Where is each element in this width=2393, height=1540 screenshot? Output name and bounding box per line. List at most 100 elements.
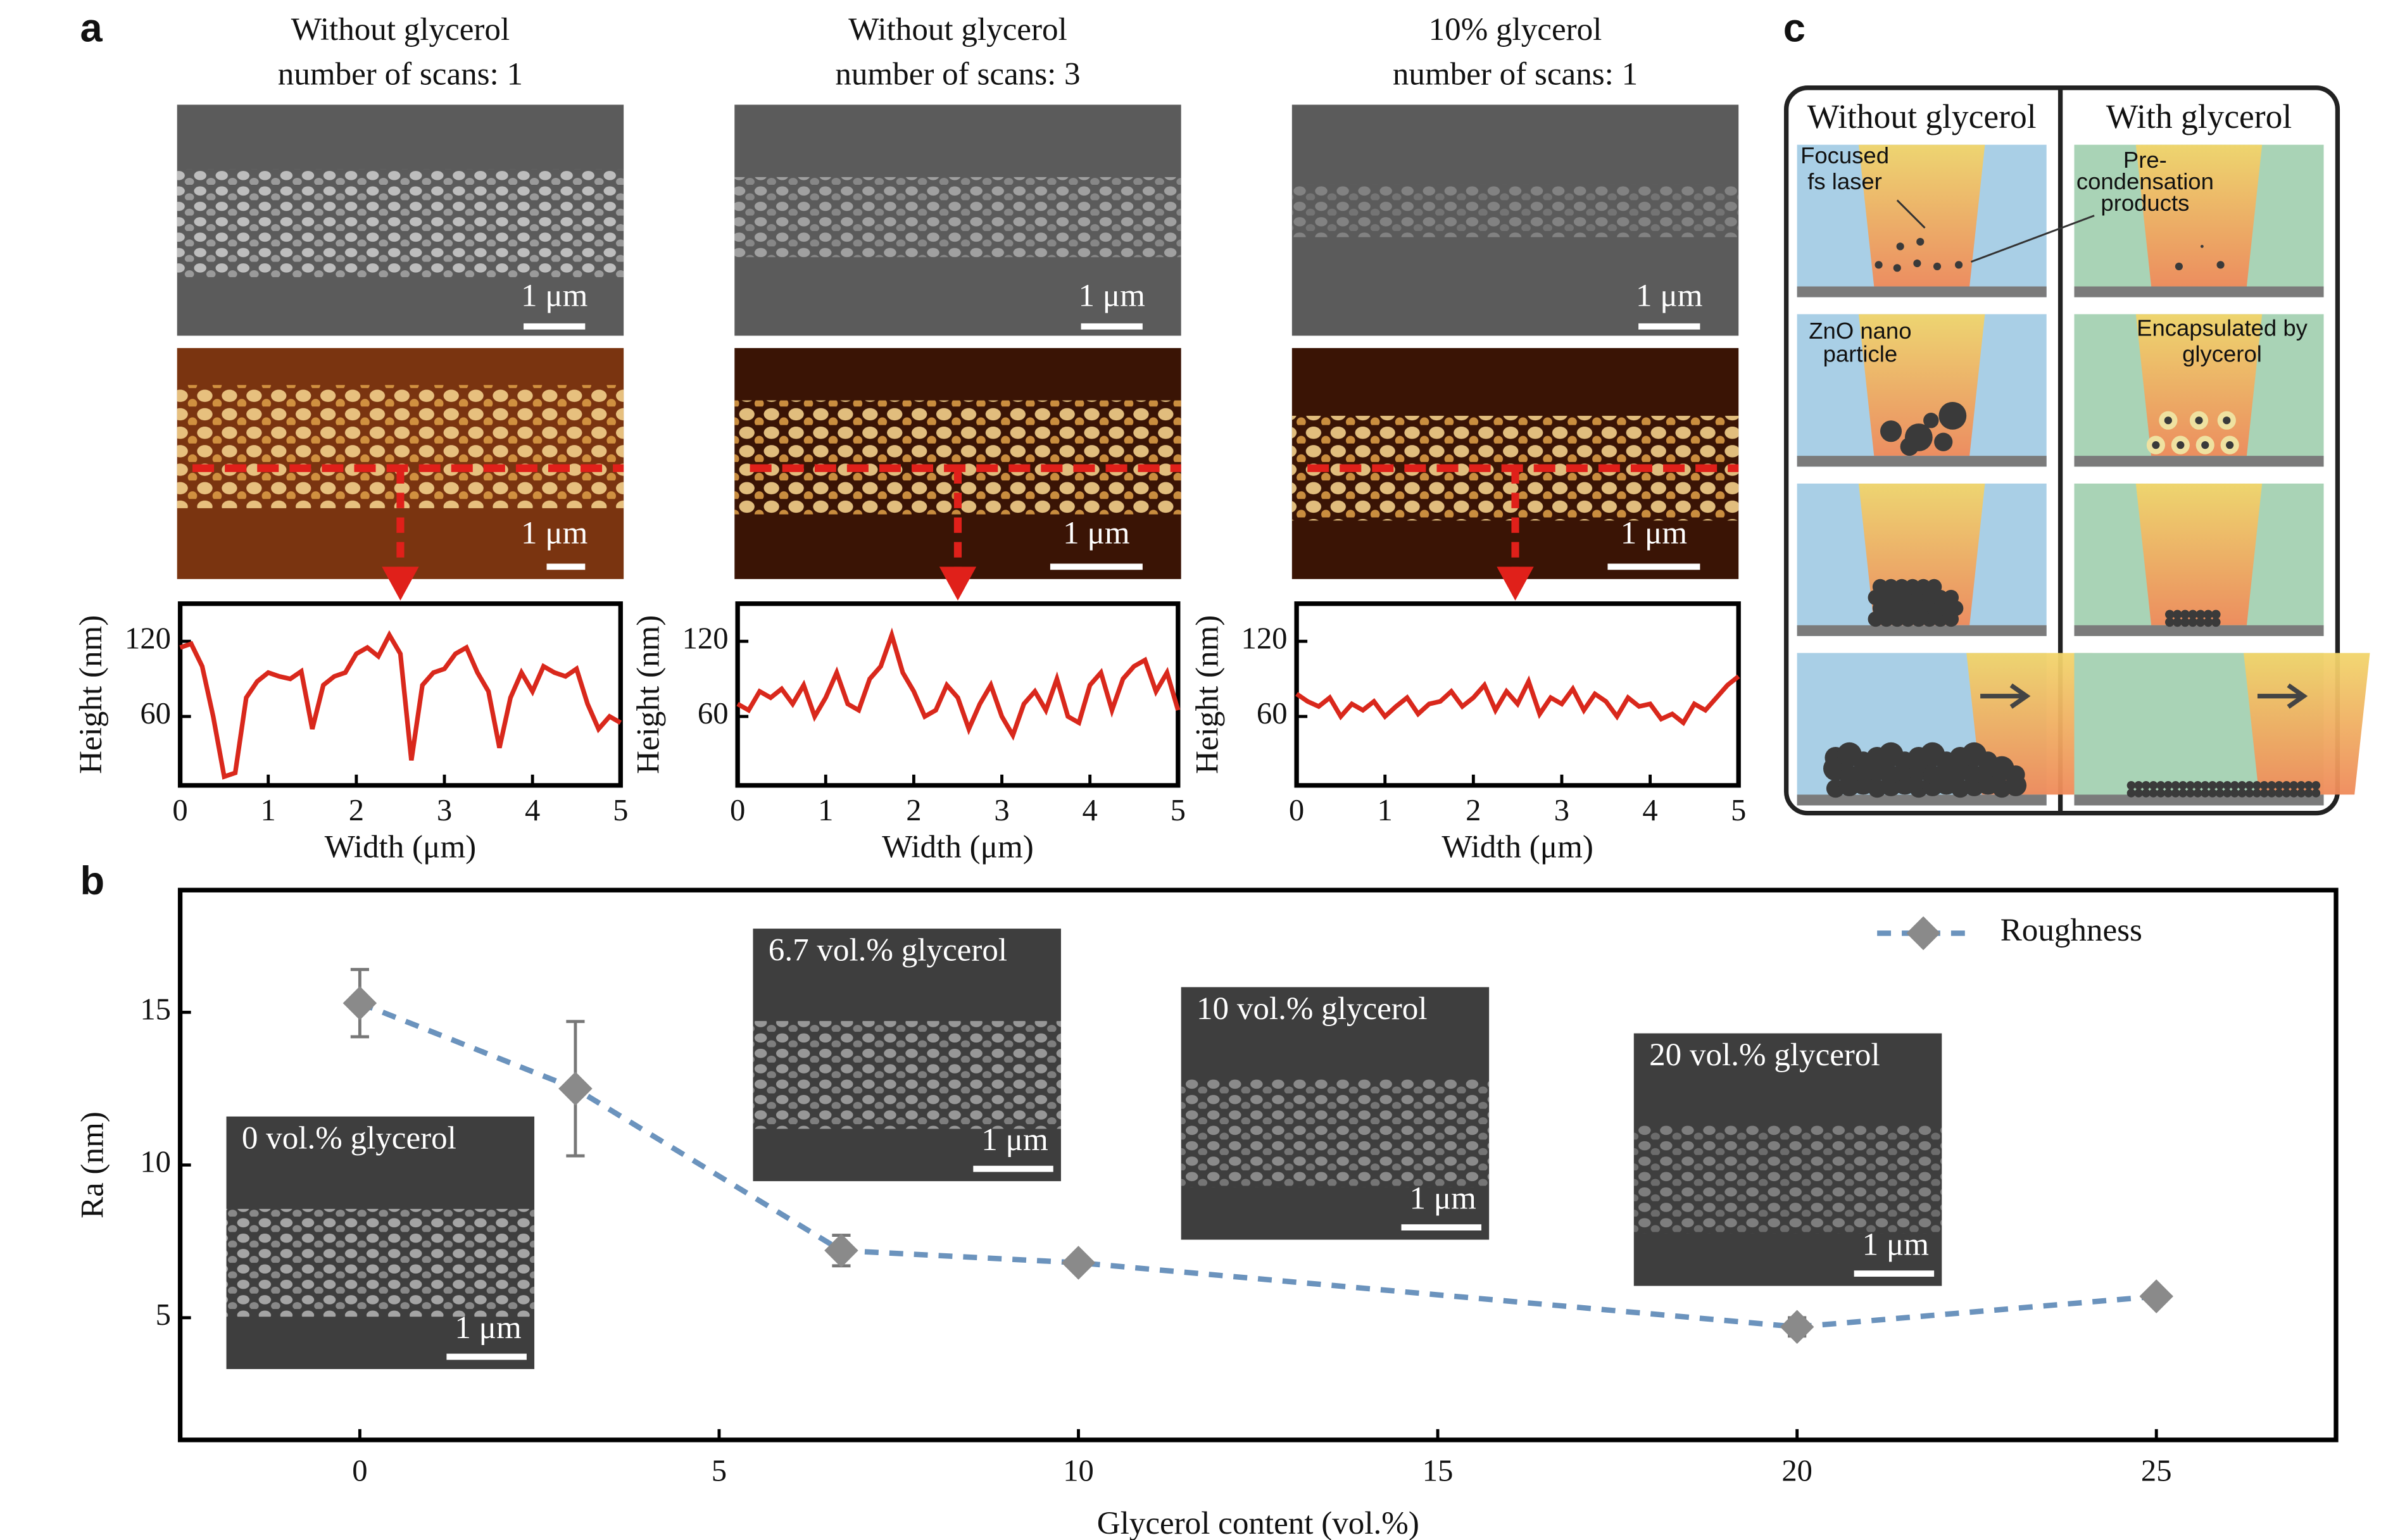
particle [2223, 416, 2231, 425]
laser-beam [1858, 144, 1985, 287]
particle [2289, 781, 2299, 790]
particle [1954, 261, 1963, 269]
label: 1 μm [521, 278, 587, 314]
particle [2216, 261, 2225, 269]
laser-beam [2135, 144, 2263, 287]
label: 1 μm [1063, 515, 1129, 551]
particle [2156, 781, 2165, 790]
particle [1938, 402, 1967, 430]
particle [1978, 751, 1997, 770]
particle [2226, 441, 2234, 449]
particle [2237, 789, 2247, 798]
label: 60 [698, 696, 729, 730]
label: 6.7 vol.% glycerol [769, 932, 1007, 968]
particle [2178, 781, 2188, 790]
particle [2208, 789, 2217, 798]
particle [2311, 789, 2321, 798]
panel-label: c [1783, 6, 1806, 50]
label: Height (nm) [631, 615, 667, 774]
label: 2 [349, 793, 364, 827]
particle [1896, 242, 1904, 251]
particle [1943, 589, 1959, 606]
particle [1883, 579, 1899, 595]
particle [1933, 262, 1942, 270]
label: Without glycerol [1807, 97, 2037, 135]
particle [2230, 789, 2239, 798]
label: Roughness [2000, 912, 2142, 948]
particle [2149, 789, 2158, 798]
label: Focused [1800, 142, 1889, 168]
label: number of scans: 3 [835, 56, 1080, 92]
profile [736, 627, 1181, 741]
label: 1 μm [1862, 1226, 1929, 1262]
label: fs laser [1807, 168, 1882, 194]
particle [2282, 789, 2291, 798]
laser-beam [2244, 653, 2370, 795]
particle [2193, 781, 2202, 790]
label: 3 [994, 793, 1009, 827]
label: Without glycerol [848, 11, 1067, 47]
particle [2173, 617, 2182, 627]
particle [1893, 264, 1901, 272]
label: 0 [1289, 793, 1304, 827]
particle [2282, 781, 2291, 790]
plot-frame [735, 601, 1181, 788]
particle [2180, 617, 2190, 627]
particle [2142, 781, 2151, 790]
particle [2275, 789, 2283, 798]
label: 25 [2141, 1454, 2172, 1488]
label: Glycerol content (vol.%) [1097, 1505, 1419, 1540]
marker [2139, 1279, 2173, 1313]
particle [1894, 579, 1910, 595]
label: 0 vol.% glycerol [242, 1120, 456, 1156]
label: 1 [1378, 793, 1393, 827]
particle [2152, 441, 2160, 449]
particle [2165, 610, 2175, 620]
profile [1295, 674, 1740, 727]
label: 5 [613, 793, 628, 827]
particle [2134, 781, 2143, 790]
label: 1 [261, 793, 276, 827]
label: 10 [140, 1145, 171, 1179]
label: Width (μm) [1441, 829, 1593, 865]
particle [1904, 579, 1921, 595]
label: Width (μm) [325, 829, 477, 865]
label: 5 [1731, 793, 1746, 827]
plot-frame [177, 601, 623, 788]
plot-frame [1294, 601, 1741, 788]
label: Ra (nm) [75, 1111, 111, 1218]
particle [2201, 441, 2209, 449]
particle [2252, 781, 2261, 790]
label: number of scans: 1 [1393, 56, 1638, 92]
label: 1 μm [455, 1310, 521, 1346]
substrate [2074, 456, 2324, 467]
particle [2215, 789, 2225, 798]
label: 5 [156, 1298, 171, 1332]
label: products [2101, 190, 2189, 216]
particle [2180, 610, 2190, 620]
label: 1 μm [1621, 515, 1687, 551]
label: 10% glycerol [1429, 11, 1602, 47]
marker [824, 1233, 858, 1268]
label: 3 [437, 793, 452, 827]
label: With glycerol [2106, 97, 2292, 135]
label: 0 [352, 1454, 367, 1488]
particle [2304, 781, 2313, 790]
label: 60 [140, 696, 171, 730]
label: 4 [1642, 793, 1657, 827]
label: 5 [712, 1454, 727, 1488]
label: Encapsulated by [2137, 315, 2308, 341]
particle [2304, 789, 2313, 798]
particle [2245, 789, 2254, 798]
inset-band [1633, 1125, 1942, 1234]
particle [2311, 781, 2321, 790]
particle [2006, 765, 2025, 784]
particle [2211, 610, 2221, 620]
particle [2289, 789, 2299, 798]
particle [2164, 416, 2172, 425]
particle [1872, 579, 1888, 595]
sem-band [1291, 184, 1739, 237]
inset-band [753, 1021, 1061, 1129]
label: 0 [172, 793, 187, 827]
